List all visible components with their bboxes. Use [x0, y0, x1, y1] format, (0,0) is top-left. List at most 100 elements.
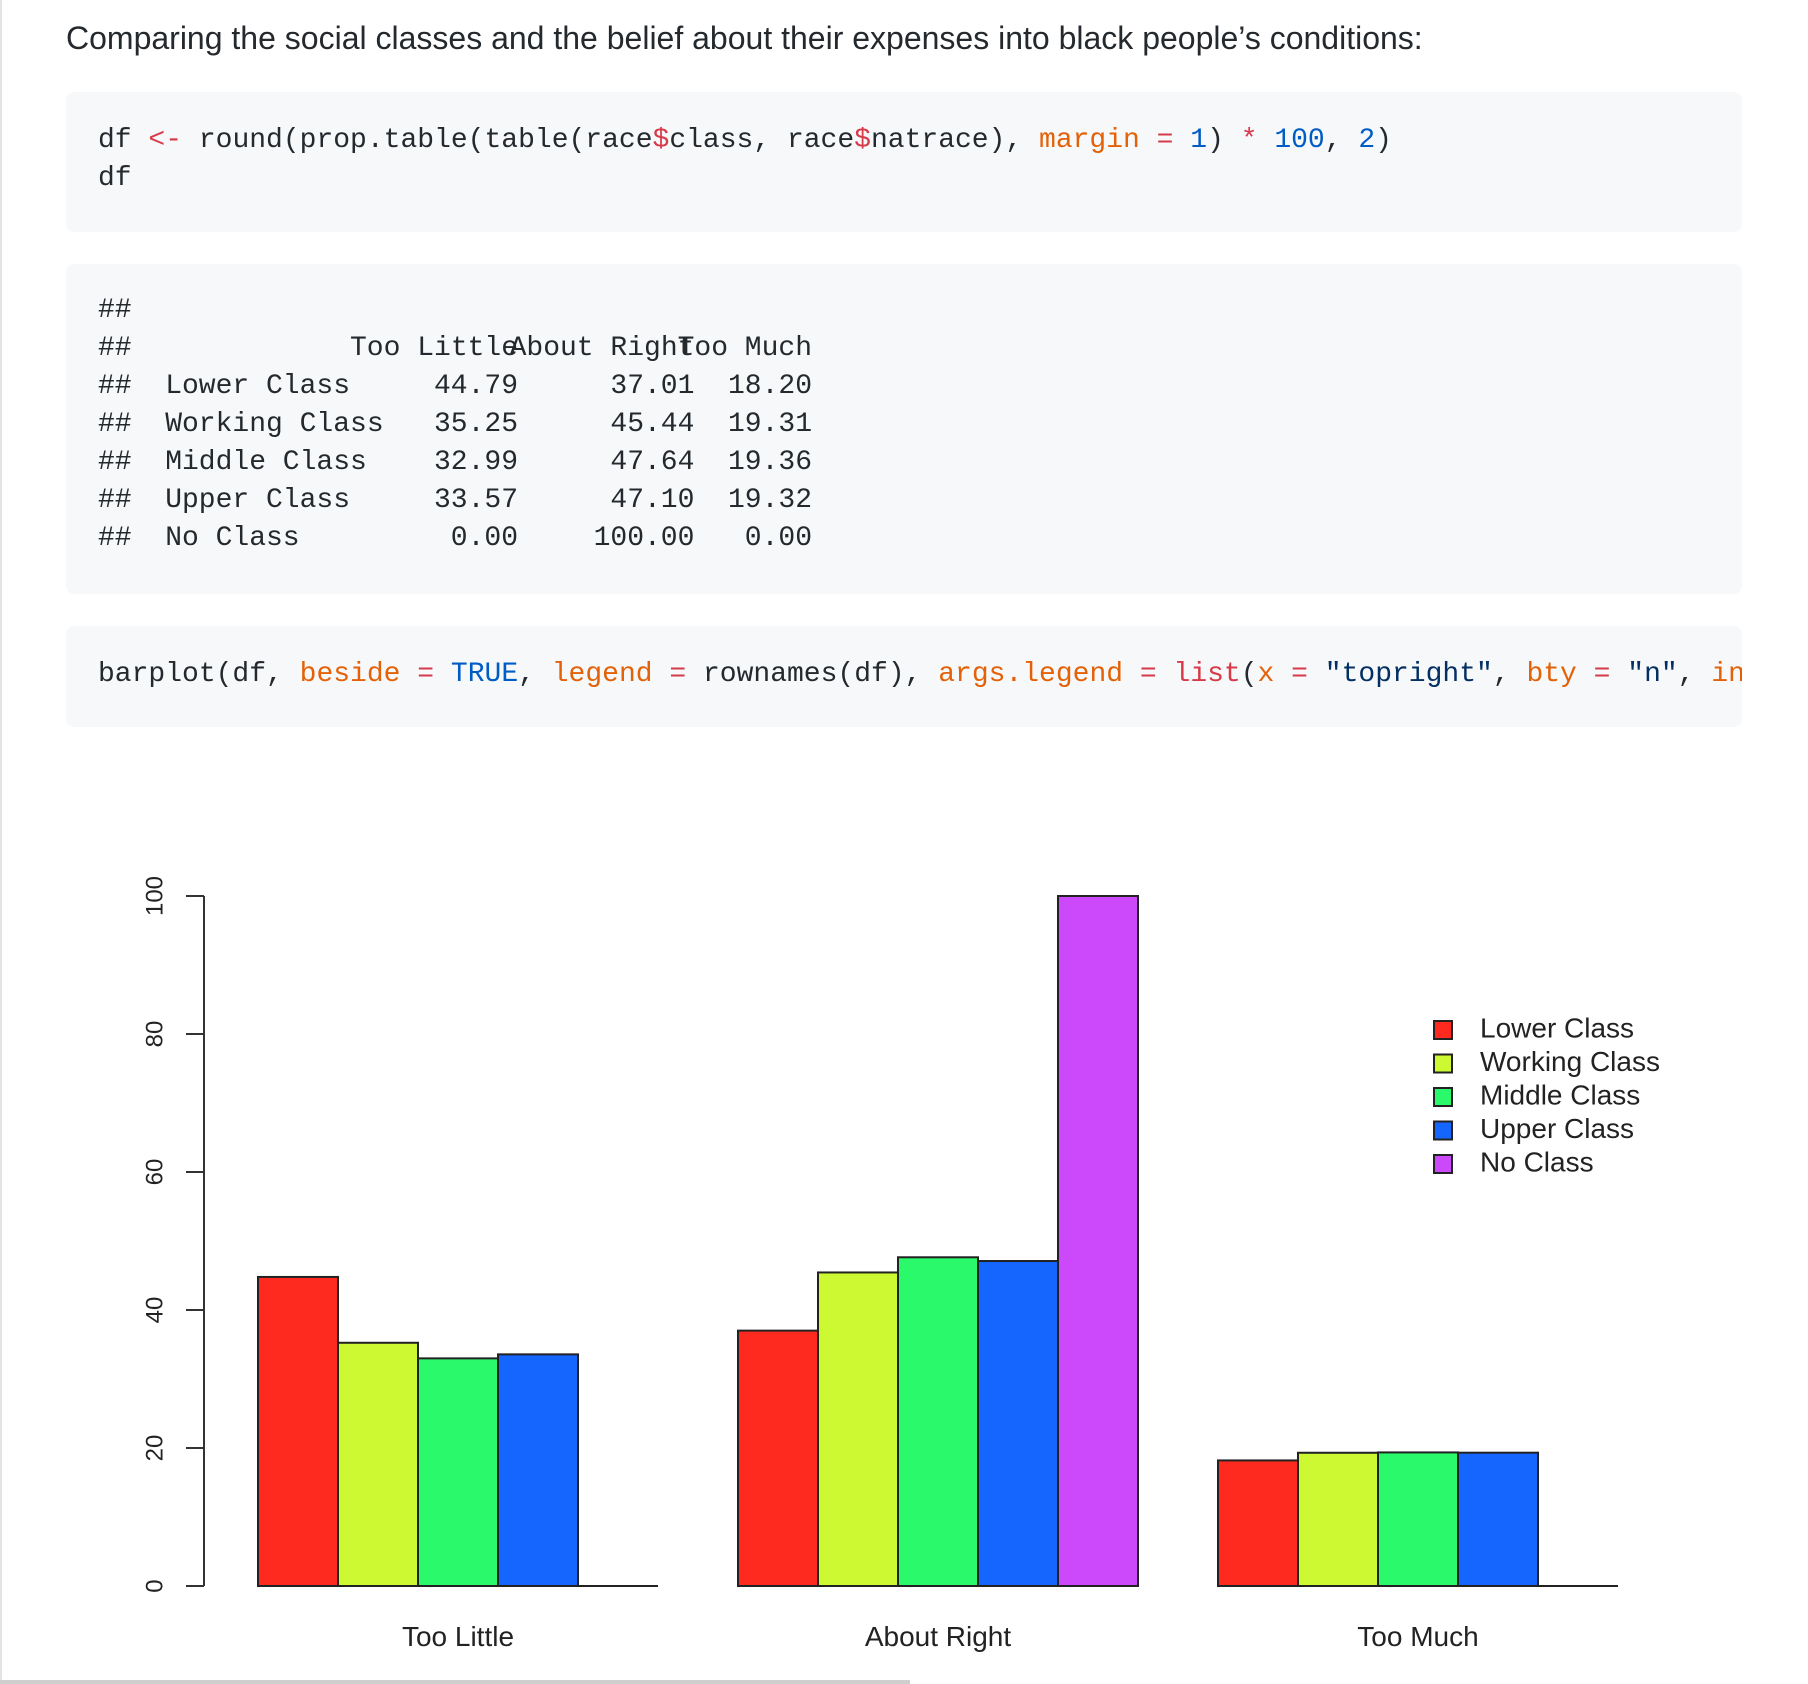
output-row: ## Working Class 35.25 45.44 19.31 [98, 406, 1710, 444]
bar [497, 1353, 579, 1587]
bar [897, 1256, 979, 1587]
legend-label: No Class [1480, 1146, 1594, 1177]
bar [977, 1260, 1059, 1587]
output-value: 37.01 [610, 371, 695, 402]
output-value: 35.25 [434, 409, 519, 440]
output-prefix: ## [98, 485, 132, 516]
code-token: round(prop.table(table(race [182, 125, 653, 156]
y-tick-label: 80 [141, 1021, 168, 1048]
output-value: 0.00 [450, 523, 519, 554]
code-token: $ [854, 125, 871, 156]
code-token [1274, 659, 1291, 690]
output-row-label: Lower Class [165, 371, 351, 402]
page-left-border [0, 0, 2, 1684]
code-token: ( [1240, 659, 1258, 690]
output-value: 0.00 [744, 523, 813, 554]
code-token: legend [551, 659, 653, 690]
code-token: x [1257, 659, 1275, 690]
output-row-label: Working Class [165, 409, 384, 440]
code-token: 1 [1190, 125, 1208, 156]
x-tick-label: Too Much [1357, 1621, 1478, 1652]
code-token: natrace), [870, 125, 1040, 156]
output-value: 32.99 [434, 447, 519, 478]
output-column-header: Too Little [350, 333, 519, 364]
output-value: 47.64 [610, 447, 695, 478]
legend-label: Upper Class [1480, 1113, 1634, 1144]
code-token: = [417, 659, 435, 690]
output-block-df[interactable]: ## ## Too Little About Right Too Much ## Lower… [66, 264, 1742, 594]
output-table: ## ## Too Little About Right Too Much ## Lower… [98, 292, 1710, 558]
code-token: list [1173, 659, 1241, 690]
code-token: , [1324, 125, 1359, 156]
x-tick-label: About Right [865, 1621, 1012, 1652]
bar [1057, 895, 1139, 1587]
code-line-barplot: barplot(df, beside = TRUE, legend = rown… [98, 656, 1742, 694]
code-token: = [1156, 125, 1174, 156]
horizontal-scrollbar[interactable] [0, 1680, 910, 1684]
intro-paragraph: Comparing the social classes and the bel… [66, 20, 1423, 56]
output-row: ## Lower Class 44.79 37.01 18.20 [98, 368, 1710, 406]
code-token [1157, 659, 1174, 690]
code-token [1140, 125, 1157, 156]
output-row: ## Upper Class 33.57 47.10 19.32 [98, 482, 1710, 520]
code-token: <- [148, 125, 183, 156]
code-token: beside [299, 659, 401, 690]
code-token: inset [1711, 659, 1742, 690]
bar [1457, 1451, 1539, 1588]
code-token: $ [652, 125, 670, 156]
output-value: 47.10 [610, 485, 695, 516]
code-token: = [669, 659, 687, 690]
output-prefix: ## [98, 447, 132, 478]
output-value: 19.32 [728, 485, 813, 516]
code-token: = [1291, 659, 1308, 690]
bar [257, 1275, 339, 1587]
code-token: * [1240, 125, 1258, 156]
legend-label: Middle Class [1480, 1079, 1640, 1110]
code-token: ) [1375, 125, 1392, 156]
code-token: df [98, 125, 149, 156]
bar [1297, 1451, 1379, 1587]
output-row-label: Upper Class [165, 485, 351, 516]
code-block-df[interactable]: df <- round(prop.table(table(race$class,… [66, 92, 1742, 232]
code-token: "topright" [1324, 659, 1493, 690]
code-token: 2 [1358, 125, 1376, 156]
code-token [1308, 659, 1325, 690]
bar [337, 1341, 419, 1588]
output-row: ## Too Little About Right Too Much [98, 330, 1710, 368]
code-token: = [1593, 659, 1611, 690]
output-value: 33.57 [434, 485, 519, 516]
output-value: 44.79 [434, 371, 519, 402]
bar [1217, 1459, 1299, 1587]
legend-swatch [1433, 1087, 1453, 1107]
legend-swatch [1433, 1120, 1453, 1141]
code-token: , [518, 659, 552, 690]
output-value: 18.20 [728, 371, 813, 402]
code-token [400, 659, 417, 690]
output-row-label: Middle Class [165, 447, 367, 478]
code-token [653, 659, 670, 690]
output-column-header: About Right [509, 333, 695, 364]
output-row: ## Middle Class 32.99 47.64 19.36 [98, 444, 1710, 482]
code-token: TRUE [450, 659, 519, 690]
output-row-label: No Class [165, 523, 300, 554]
y-tick-label: 100 [141, 876, 168, 916]
code-token [1123, 659, 1140, 690]
code-token: "n" [1627, 659, 1678, 690]
code-block-barplot[interactable]: barplot(df, beside = TRUE, legend = rown… [66, 626, 1742, 727]
output-prefix: ## [98, 523, 132, 554]
legend-swatch [1433, 1154, 1453, 1174]
y-tick-label: 60 [141, 1159, 168, 1186]
y-tick-label: 0 [141, 1579, 168, 1592]
code-token: 100 [1274, 125, 1325, 156]
barplot-chart: 0 20 40 60 80 100 Too Little About Right Too Muc… [141, 876, 1660, 1652]
y-tick-label: 20 [141, 1435, 168, 1462]
code-token: rownames(df), [686, 659, 939, 690]
output-row: ## No Class 0.00 100.00 0.00 [98, 520, 1710, 558]
bar [817, 1271, 899, 1587]
code-token: , [1492, 659, 1527, 690]
output-value: 100.00 [593, 523, 695, 554]
code-token: bty [1526, 659, 1577, 690]
output-column-header: Too Much [677, 333, 813, 364]
legend-swatch [1433, 1020, 1453, 1040]
legend-swatch [1433, 1053, 1453, 1074]
